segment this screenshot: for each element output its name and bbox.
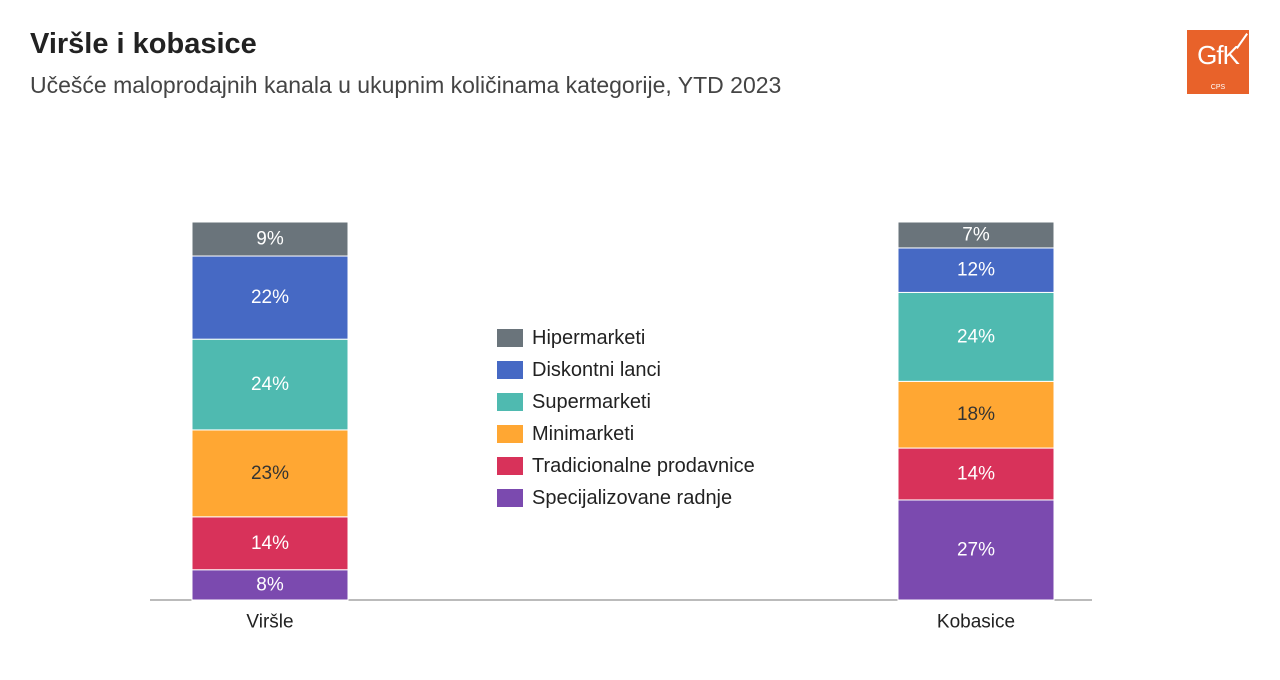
gfk-logo: GfK CPS bbox=[1187, 30, 1249, 94]
bar-segment-virsle-minimarketi bbox=[191, 429, 349, 518]
data-label-kobasice-minimarketi: 18% bbox=[957, 404, 995, 425]
legend-label-supermarketi: Supermarketi bbox=[532, 390, 651, 413]
legend-label-diskontni-lanci: Diskontni lanci bbox=[532, 358, 661, 381]
category-label-kobasice: Kobasice bbox=[937, 612, 1015, 633]
data-label-kobasice-hipermarketi: 7% bbox=[962, 224, 990, 245]
bar-segment-virsle-tradicionalne-prodavnice bbox=[191, 516, 349, 571]
legend-label-tradicionalne-prodavnice: Tradicionalne prodavnice bbox=[532, 454, 755, 477]
data-label-virsle-hipermarketi: 9% bbox=[256, 229, 284, 250]
legend-label-specijalizovane-radnje: Specijalizovane radnje bbox=[532, 486, 733, 509]
chart-subtitle: Učešće maloprodajnih kanala u ukupnim ko… bbox=[30, 72, 782, 98]
bar-segment-virsle-diskontni-lanci bbox=[191, 255, 349, 340]
legend-item-supermarketi: Supermarketi bbox=[497, 386, 755, 418]
data-label-virsle-specijalizovane-radnje: 8% bbox=[256, 574, 284, 595]
chart-title: Viršle i kobasice bbox=[30, 28, 257, 60]
data-label-kobasice-tradicionalne-prodavnice: 14% bbox=[957, 464, 995, 485]
legend-label-hipermarketi: Hipermarketi bbox=[532, 326, 646, 349]
bar-segment-virsle-hipermarketi bbox=[191, 221, 349, 257]
bar-segment-virsle-specijalizovane-radnje bbox=[191, 569, 349, 601]
legend-swatch-hipermarketi bbox=[497, 329, 523, 347]
legend-item-minimarketi: Minimarketi bbox=[497, 418, 755, 450]
legend-swatch-specijalizovane-radnje bbox=[497, 489, 523, 507]
legend-swatch-tradicionalne-prodavnice bbox=[497, 457, 523, 475]
legend-label-minimarketi: Minimarketi bbox=[532, 422, 635, 445]
category-label-virsle: Viršle bbox=[246, 612, 293, 633]
data-label-kobasice-diskontni-lanci: 12% bbox=[957, 260, 995, 281]
bar-segment-kobasice-minimarketi bbox=[897, 380, 1055, 449]
bar-segment-kobasice-supermarketi bbox=[897, 291, 1055, 382]
logo-text: GfK bbox=[1197, 40, 1240, 70]
bar-segment-kobasice-specijalizovane-radnje bbox=[897, 499, 1055, 601]
data-label-virsle-diskontni-lanci: 22% bbox=[251, 287, 289, 308]
legend-swatch-diskontni-lanci bbox=[497, 361, 523, 379]
legend-swatch-minimarketi bbox=[497, 425, 523, 443]
legend-item-specijalizovane-radnje: Specijalizovane radnje bbox=[497, 482, 755, 514]
data-label-virsle-supermarketi: 24% bbox=[251, 374, 289, 395]
data-label-virsle-tradicionalne-prodavnice: 14% bbox=[251, 533, 289, 554]
bar-segment-kobasice-diskontni-lanci bbox=[897, 247, 1055, 293]
bar-segment-virsle-supermarketi bbox=[191, 338, 349, 431]
data-label-kobasice-supermarketi: 24% bbox=[957, 326, 995, 347]
chart-legend: Hipermarketi Diskontni lanci Supermarketi M… bbox=[497, 322, 755, 514]
legend-item-diskontni-lanci: Diskontni lanci bbox=[497, 354, 755, 386]
bar-segment-kobasice-tradicionalne-prodavnice bbox=[897, 447, 1055, 501]
data-label-kobasice-specijalizovane-radnje: 27% bbox=[957, 539, 995, 560]
bar-segment-kobasice-hipermarketi bbox=[897, 221, 1055, 249]
legend-item-hipermarketi: Hipermarketi bbox=[497, 322, 755, 354]
legend-swatch-supermarketi bbox=[497, 393, 523, 411]
logo-subtext: CPS bbox=[1210, 84, 1226, 91]
legend-item-tradicionalne-prodavnice: Tradicionalne prodavnice bbox=[497, 450, 755, 482]
data-label-virsle-minimarketi: 23% bbox=[251, 463, 289, 484]
